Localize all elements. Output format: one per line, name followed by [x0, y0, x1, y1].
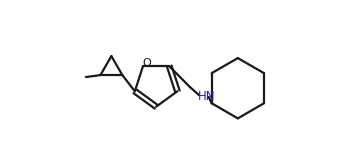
Text: HN: HN [198, 90, 216, 103]
Text: O: O [142, 58, 151, 68]
